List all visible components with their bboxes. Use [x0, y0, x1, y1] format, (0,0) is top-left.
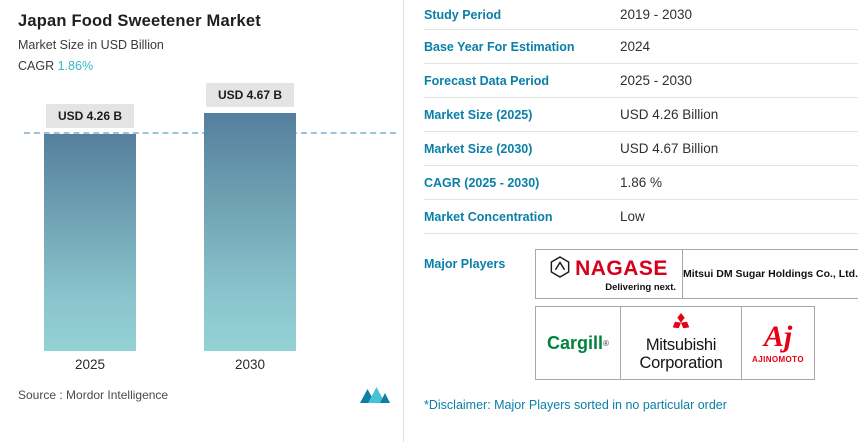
- cagr-value: 1.86%: [57, 59, 94, 73]
- row-value: USD 4.67 Billion: [620, 141, 719, 156]
- chart-title: Japan Food Sweetener Market: [18, 12, 261, 30]
- row-value: Low: [620, 209, 645, 224]
- row-value: 2025 - 2030: [620, 73, 693, 88]
- bar-2030: [204, 113, 296, 351]
- disclaimer: *Disclaimer: Major Players sorted in no …: [424, 398, 727, 412]
- summary-table-panel: Study Period 2019 - 2030 Base Year For E…: [411, 0, 858, 442]
- row-label: Market Concentration: [424, 209, 553, 224]
- nagase-tagline: Delivering next.: [605, 281, 676, 293]
- row-label: Study Period: [424, 7, 502, 22]
- ajinomoto-wordmark: AJINOMOTO: [752, 355, 804, 364]
- source-row: Source : Mordor Intelligence: [18, 387, 390, 403]
- row-label: Base Year For Estimation: [424, 39, 575, 54]
- table-row-market-concentration: Market Concentration Low: [424, 200, 858, 234]
- registered-mark-icon: ®: [603, 338, 609, 348]
- major-players-label: Major Players: [424, 257, 506, 271]
- table-row-market-size-2030: Market Size (2030) USD 4.67 Billion: [424, 132, 858, 166]
- x-label-2030: 2030: [234, 357, 266, 372]
- row-value: 2019 - 2030: [620, 7, 693, 22]
- row-value: 1.86 %: [620, 175, 663, 190]
- mitsubishi-logo: Mitsubishi Corporation: [620, 306, 742, 380]
- bar-chart: USD 4.26 B USD 4.67 B: [18, 79, 396, 351]
- source-text: Source : Mordor Intelligence: [18, 388, 168, 402]
- source-label: Source :: [18, 388, 63, 402]
- chart-subtitle: Market Size in USD Billion: [18, 38, 164, 52]
- cargill-wordmark: Cargill: [547, 332, 604, 353]
- row-label: CAGR (2025 - 2030): [424, 175, 540, 190]
- cargill-logo: Cargill ®: [535, 306, 621, 380]
- bar-group-2025: USD 4.26 B: [44, 104, 136, 351]
- table-row-market-size-2025: Market Size (2025) USD 4.26 Billion: [424, 98, 858, 132]
- nagase-wordmark: NAGASE: [575, 257, 668, 280]
- bar-group-2030: USD 4.67 B: [204, 83, 296, 351]
- bar-2025: [44, 134, 136, 351]
- mitsui-wordmark: Mitsui DM Sugar Holdings Co., Ltd.: [683, 268, 858, 280]
- x-axis-labels: 2025 2030: [18, 357, 396, 377]
- table-row-study-period: Study Period 2019 - 2030: [424, 0, 858, 30]
- panel-divider: [403, 0, 404, 442]
- major-players-section: Major Players NAGASE: [424, 249, 858, 380]
- row-label: Forecast Data Period: [424, 73, 550, 88]
- mitsui-dm-sugar-logo: Mitsui DM Sugar Holdings Co., Ltd.: [682, 249, 858, 299]
- bar-value-label-2025: USD 4.26 B: [45, 104, 135, 128]
- mordor-intelligence-logo-icon: [360, 387, 390, 403]
- x-label-2025: 2025: [74, 357, 106, 372]
- table-row-base-year: Base Year For Estimation 2024: [424, 30, 858, 64]
- mitsubishi-wordmark: Mitsubishi Corporation: [639, 336, 723, 372]
- bar-value-label-2030: USD 4.67 B: [205, 83, 295, 107]
- cagr-label: CAGR: [18, 59, 55, 73]
- table-row-cagr: CAGR (2025 - 2030) 1.86 %: [424, 166, 858, 200]
- mitsubishi-three-diamonds-icon: [670, 313, 692, 335]
- row-label: Market Size (2025): [424, 107, 533, 122]
- row-value: 2024: [620, 39, 651, 54]
- ajinomoto-aj-mark: Aj: [763, 320, 793, 353]
- nagase-logo: NAGASE Delivering next.: [535, 249, 683, 299]
- cagr-row: CAGR 1.86%: [18, 59, 396, 73]
- nagase-hexagon-icon: [550, 255, 570, 283]
- source-value: Mordor Intelligence: [66, 388, 169, 402]
- row-value: USD 4.26 Billion: [620, 107, 719, 122]
- table-row-forecast-period: Forecast Data Period 2025 - 2030: [424, 64, 858, 98]
- row-label: Market Size (2030): [424, 141, 533, 156]
- major-players-logos: NAGASE Delivering next. Mitsui DM Sugar …: [535, 249, 858, 380]
- ajinomoto-logo: Aj AJINOMOTO: [741, 306, 815, 380]
- market-chart-panel: Japan Food Sweetener Market Market Size …: [0, 0, 402, 442]
